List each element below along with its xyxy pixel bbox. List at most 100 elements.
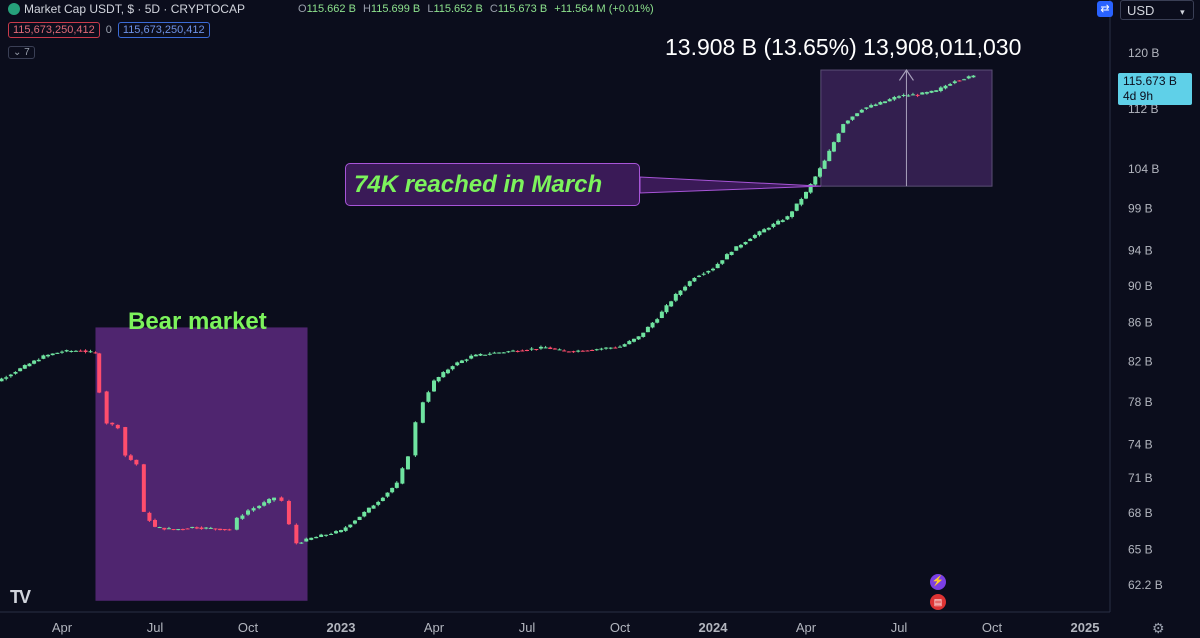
gear-icon[interactable]: ⚙ — [1152, 620, 1165, 636]
candle-body — [552, 348, 557, 350]
candle-body — [324, 534, 329, 536]
candle-body — [692, 277, 697, 282]
candle-body — [371, 505, 376, 509]
y-tick-label: 112 B — [1128, 102, 1158, 116]
callout-label[interactable]: 74K reached in March — [345, 163, 640, 206]
candle-body — [190, 526, 195, 528]
candle-body — [543, 347, 548, 349]
candle-body — [673, 293, 678, 301]
y-tick-label: 120 B — [1128, 46, 1159, 60]
candle-body — [246, 510, 250, 515]
candle-body — [506, 351, 511, 353]
candle-body — [813, 176, 818, 185]
candle-body — [752, 234, 757, 238]
candle-body — [557, 349, 562, 351]
tradingview-logo-icon[interactable]: TV — [10, 587, 31, 607]
chevron-down-icon: ▾ — [1180, 7, 1185, 17]
candle-body — [887, 99, 892, 102]
x-tick-label: Apr — [52, 620, 73, 635]
candle-body — [394, 482, 399, 488]
candle-body — [562, 350, 567, 352]
candle-body — [762, 229, 767, 233]
y-tick-label: 68 B — [1128, 506, 1153, 520]
candle-body — [199, 527, 204, 530]
candle-body — [901, 94, 906, 96]
y-tick-label: 82 B — [1128, 354, 1153, 368]
y-tick-label: 90 B — [1128, 279, 1153, 293]
candle-body — [920, 92, 925, 95]
candle-body — [176, 529, 181, 531]
buy-price-box[interactable]: 115,673,250,412 — [117, 22, 210, 38]
candle-body — [841, 124, 846, 133]
candle-body — [73, 350, 78, 352]
candle-body — [534, 349, 539, 351]
candle-body — [194, 527, 199, 529]
candle-body — [822, 160, 827, 169]
candle-body — [636, 336, 641, 340]
y-tick-label: 62.2 B — [1128, 578, 1163, 592]
candle-body — [60, 351, 64, 353]
candle-body — [376, 501, 381, 505]
candle-body — [943, 85, 948, 89]
candle-body — [915, 94, 920, 96]
swap-icon[interactable]: ⇄ — [1097, 1, 1113, 17]
candle-body — [604, 347, 609, 349]
candle-body — [724, 254, 729, 260]
y-tick-label: 78 B — [1128, 395, 1153, 409]
y-tick-label: 86 B — [1128, 316, 1153, 330]
candle-body — [794, 203, 799, 211]
candle-body — [41, 355, 46, 359]
x-tick-label: Jul — [147, 620, 164, 635]
y-tick-label: 71 B — [1128, 471, 1153, 485]
candle-body — [208, 527, 213, 529]
candle-body — [385, 492, 390, 497]
candle-body — [641, 332, 646, 337]
candle-body — [618, 346, 622, 348]
tether-logo-icon — [8, 3, 20, 15]
candle-body — [123, 427, 128, 456]
candle-body — [141, 464, 146, 512]
candle-body — [497, 352, 502, 354]
candle-body — [426, 392, 431, 402]
x-tick-label: Oct — [982, 620, 1003, 635]
bar-countdown: 4d 9h — [1123, 89, 1154, 103]
us-flag-icon[interactable]: ▤ — [930, 594, 946, 610]
currency-select[interactable]: USD ▾ — [1120, 0, 1194, 20]
lightning-icon[interactable]: ⚡ — [930, 574, 946, 590]
candle-body — [262, 502, 267, 506]
y-tick-label: 94 B — [1128, 244, 1153, 258]
y-tick-label: 104 B — [1128, 162, 1159, 176]
candle-body — [279, 497, 284, 501]
candle-body — [22, 365, 27, 369]
candle-body — [97, 353, 102, 393]
candle-body — [257, 505, 262, 509]
candle-body — [478, 353, 483, 356]
candle-body — [869, 105, 874, 108]
measure-label: 13.908 B (13.65%) 13,908,011,030 — [665, 34, 1022, 60]
candle-body — [971, 75, 976, 78]
candle-body — [683, 286, 688, 291]
candle-body — [204, 527, 209, 529]
candle-body — [720, 260, 725, 264]
candle-body — [608, 347, 613, 349]
candle-body — [483, 354, 488, 356]
candle-body — [952, 81, 957, 84]
x-tick-label: 2025 — [1071, 620, 1100, 635]
sell-price-box[interactable]: 115,673,250,412 — [8, 22, 100, 38]
candle-body — [272, 497, 277, 501]
candle-body — [405, 456, 410, 470]
candle-body — [836, 133, 841, 143]
indicators-toggle[interactable]: ⌄ 7 — [8, 46, 35, 59]
candle-body — [734, 246, 739, 251]
candle-body — [878, 102, 883, 105]
candle-body — [790, 211, 795, 217]
x-tick-label: Apr — [796, 620, 817, 635]
y-tick-label: 74 B — [1128, 437, 1153, 451]
candle-body — [134, 459, 139, 465]
candle-body — [590, 349, 595, 351]
last-price: 115.673 B — [1123, 74, 1177, 88]
candle-body — [227, 529, 232, 531]
candle-body — [267, 499, 272, 503]
symbol-header[interactable]: Market Cap USDT, $ · 5D · CRYPTOCAP — [8, 2, 245, 16]
